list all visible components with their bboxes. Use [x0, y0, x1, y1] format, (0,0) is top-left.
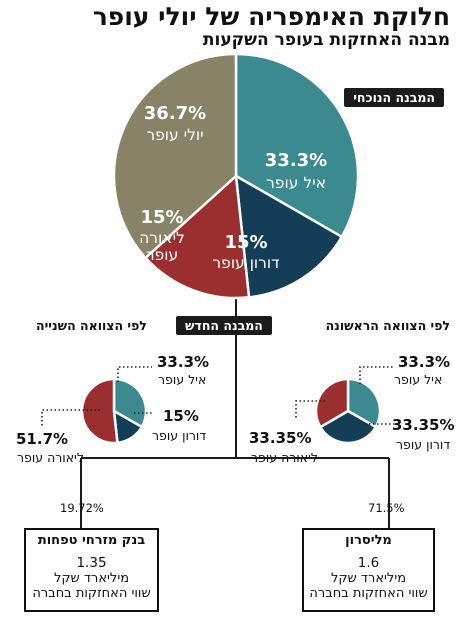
pie-second-will [80, 377, 148, 445]
current-slice-0 [234, 52, 360, 239]
pie-first-will [314, 377, 382, 445]
slice-label-uli-pct: 36.7% [143, 103, 207, 124]
first-eyal-pct: 33.3% [398, 353, 451, 371]
first-liora-pct: 33.35% [249, 429, 312, 447]
first-doron-name: דורון עופר [396, 437, 451, 452]
first-doron-pct: 33.35% [392, 416, 455, 434]
callout-first-liora [295, 400, 325, 420]
callout-dots [41, 366, 398, 426]
page-title: חלוקת האימפריה של יולי עופר [92, 2, 450, 31]
first-will-slice-1 [318, 409, 378, 445]
second-eyal-pct: 33.3% [157, 353, 210, 371]
current-slice-2 [143, 173, 251, 300]
milisron-desc: שווי האחזקות בחברה [309, 586, 428, 601]
first-will-slice-2 [314, 377, 350, 429]
current-slice-3 [112, 52, 238, 260]
slice-label-uli-name: יולי עופר [146, 126, 204, 144]
milisron-unit: מיליארד שקל [330, 571, 407, 586]
mizrahi-value: 1.35 [76, 555, 107, 571]
slice-label-liora-pct: 15% [140, 207, 184, 228]
second-liora-name: ליאורה עופר [17, 450, 84, 465]
page-subtitle: מבנה האחזקות בעופר השקעות [202, 30, 450, 50]
slice-label-doron-name: דורון עופר [212, 254, 280, 272]
current-slice-1 [234, 173, 344, 299]
second-will-label: לפי הצוואה השנייה [36, 318, 147, 333]
callout-second-eyal [117, 366, 152, 382]
first-will-label: לפי הצוואה הראשונה [325, 318, 450, 333]
milisron-box: מליסרון 1.6 מיליארד שקל שווי האחזקות בחב… [302, 528, 435, 612]
current-structure-tag: המבנה הנוכחי [344, 88, 444, 107]
second-doron-pct: 15% [163, 407, 199, 425]
callout-first-eyal [359, 366, 393, 384]
slice-label-liora-name: ליאורה עופר [139, 229, 185, 265]
new-structure-tag: המבנה החדש [176, 316, 272, 335]
milisron-value: 1.6 [357, 555, 380, 571]
milisron-share: 71.5% [368, 501, 405, 515]
mizrahi-share: 19.72% [60, 501, 104, 515]
slice-label-doron-pct: 15% [224, 232, 268, 253]
milisron-name: מליסרון [345, 533, 392, 548]
slice-label-eyal-name: איל עופר [266, 174, 326, 192]
first-eyal-name: איל עופר [394, 372, 443, 387]
mizrahi-unit: מיליארד שקל [53, 571, 130, 586]
callout-second-liora [41, 409, 100, 426]
slice-label-eyal-pct: 33.3% [264, 150, 328, 171]
mizrahi-desc: שווי האחזקות בחברה [32, 586, 151, 601]
second-doron-name: דורון עופר [152, 428, 207, 443]
mizrahi-box: בנק מזרחי טפחות 1.35 מיליארד שקל שווי הא… [24, 528, 159, 612]
second-liora-pct: 51.7% [16, 430, 69, 448]
second-will-slice-2 [80, 377, 119, 445]
second-eyal-name: איל עופר [158, 372, 207, 387]
mizrahi-name: בנק מזרחי טפחות [37, 533, 146, 548]
first-liora-name: ליאורה עופר [251, 450, 318, 465]
pie-current [112, 52, 360, 300]
